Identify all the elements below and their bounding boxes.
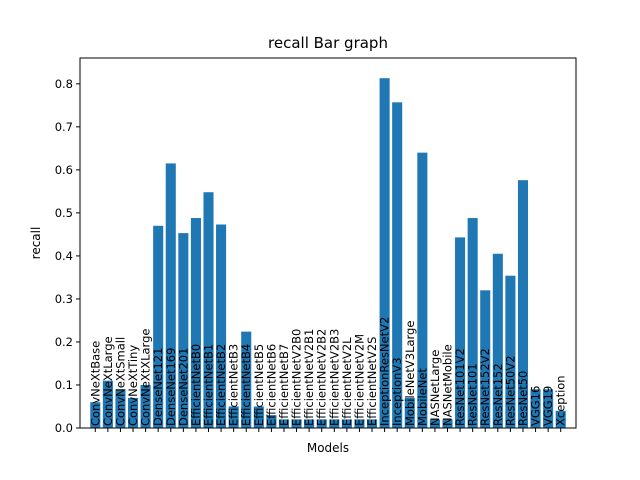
x-category-label: EfficientNetB0: [189, 344, 203, 426]
bar: [253, 406, 264, 428]
x-category-label: VGG19: [541, 386, 555, 426]
bar: [455, 237, 466, 428]
bar: [165, 163, 176, 428]
bar: [505, 275, 516, 428]
bar: [417, 152, 428, 428]
plot-frame: [79, 57, 577, 429]
x-category-label: DenseNet169: [164, 348, 178, 426]
x-category-label: ConvNeXtTiny: [126, 345, 140, 426]
y-tick-label: 0.0: [55, 421, 73, 435]
x-category-label: ResNet101: [466, 363, 480, 426]
x-category-label: DenseNet121: [151, 348, 165, 426]
x-category-label: EfficientNetB7: [277, 344, 291, 426]
y-axis-ticks: 0.0 0.1 0.2 0.3 0.4 0.5 0.6 0.7 0.8: [55, 77, 80, 435]
x-category-label: MobileNet: [415, 368, 429, 426]
bar: [127, 397, 139, 428]
bar: [178, 233, 189, 428]
bar: [392, 102, 403, 428]
y-tick-label: 0.5: [55, 206, 73, 220]
x-category-label: EfficientNetV2B2: [315, 329, 329, 426]
x-category-label: EfficientNetB1: [202, 344, 216, 426]
bar: [379, 78, 390, 428]
bar: [442, 419, 453, 428]
bar: [228, 406, 239, 428]
y-tick-label: 0.1: [55, 378, 73, 392]
bar: [341, 419, 352, 428]
x-category-label: ResNet50: [516, 371, 530, 426]
bar: [555, 410, 566, 428]
bar: [354, 419, 365, 428]
x-category-label: EfficientNetV2M: [352, 334, 366, 426]
bar: [153, 225, 164, 428]
bar: [304, 419, 315, 428]
bar: [216, 224, 227, 428]
x-category-label: ConvNeXtXLarge: [139, 329, 153, 426]
x-category-label: EfficientNetV2B3: [327, 329, 341, 426]
x-axis-label: Models: [307, 441, 349, 455]
x-category-label: EfficientNetB4: [239, 344, 253, 426]
x-category-label: EfficientNetV2B0: [290, 329, 304, 426]
bar: [467, 218, 478, 428]
y-tick-label: 0.2: [55, 335, 73, 349]
x-category-label: InceptionResNetV2: [378, 317, 392, 426]
x-category-label: EfficientNetV2S: [365, 337, 379, 426]
bar: [316, 419, 327, 428]
bar: [140, 384, 151, 428]
x-category-label: ConvNeXtBase: [88, 341, 102, 426]
x-category-label: EfficientNetB5: [252, 344, 266, 426]
bars: [90, 78, 566, 428]
y-tick-label: 0.3: [55, 292, 73, 306]
bar: [404, 397, 415, 428]
x-category-label: EfficientNetV2L: [340, 337, 354, 426]
bar: [543, 389, 554, 428]
y-axis-label: recall: [29, 227, 43, 260]
x-axis-category-labels: ConvNeXtBaseConvNeXtLargeConvNeXtSmallCo…: [88, 317, 568, 432]
x-category-label: ResNet152: [491, 363, 505, 426]
y-tick-label: 0.6: [55, 163, 73, 177]
bar: [517, 180, 529, 428]
bar: [190, 218, 201, 428]
bar: [115, 389, 126, 428]
x-category-label: EfficientNetB6: [264, 344, 278, 426]
x-category-label: NASNetLarge: [428, 350, 442, 426]
x-category-label: EfficientNetB2: [214, 344, 228, 426]
bar: [429, 419, 440, 428]
y-tick-label: 0.8: [55, 77, 73, 91]
x-category-label: Xception: [554, 375, 568, 426]
x-category-label: ConvNeXtSmall: [113, 337, 127, 426]
bar: [480, 290, 491, 428]
bar: [329, 419, 340, 428]
chart-title: recall Bar graph: [268, 34, 388, 52]
bar: [90, 402, 101, 428]
bar: [102, 380, 113, 428]
bar: [203, 192, 214, 428]
bar: [530, 389, 541, 428]
x-category-label: EfficientNetB3: [227, 344, 241, 426]
bar: [241, 331, 252, 428]
x-category-label: NASNetMobile: [441, 344, 455, 426]
y-tick-label: 0.7: [55, 120, 73, 134]
x-category-label: ResNet101V2: [453, 348, 467, 426]
bar: [266, 415, 277, 428]
bar: [492, 253, 503, 428]
x-category-label: EfficientNetV2B1: [302, 329, 316, 426]
bar: [291, 419, 302, 428]
bar: [366, 419, 378, 428]
bar: [278, 419, 290, 428]
x-category-label: DenseNet201: [176, 348, 190, 426]
x-category-label: MobileNetV3Large: [403, 321, 417, 426]
x-category-label: ResNet50V2: [503, 355, 517, 426]
y-tick-label: 0.4: [55, 249, 73, 263]
x-category-label: ResNet152V2: [478, 348, 492, 426]
x-category-label: VGG16: [529, 386, 543, 426]
x-category-label: InceptionV3: [390, 357, 404, 426]
x-category-label: ConvNeXtLarge: [101, 336, 115, 426]
